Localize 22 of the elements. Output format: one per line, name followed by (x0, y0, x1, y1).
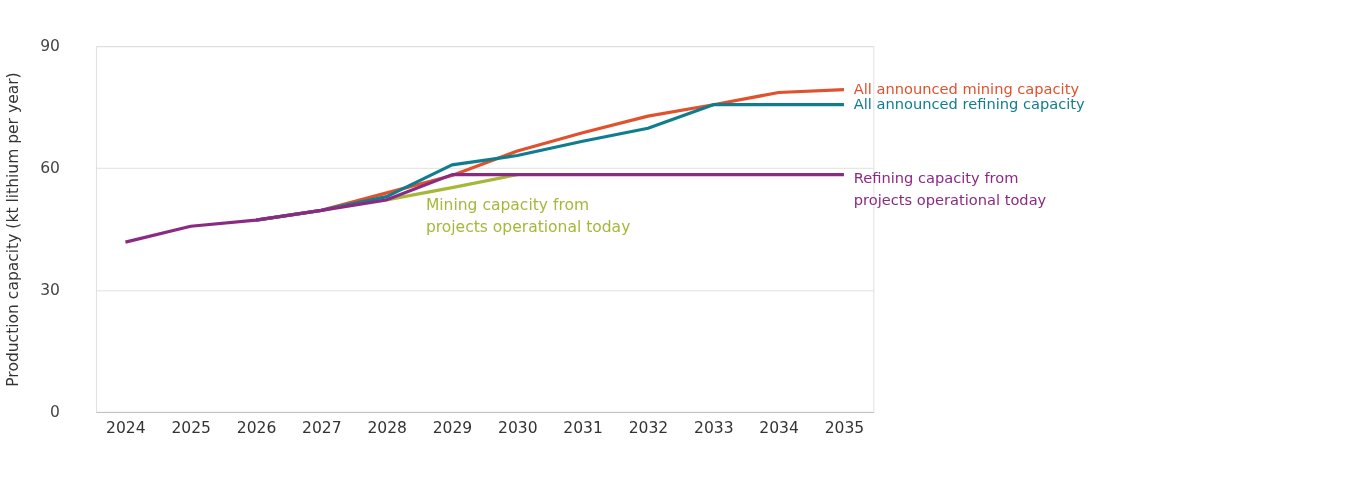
x-tick-label: 2027 (302, 419, 342, 438)
series-label: Refining capacity from projects operational today (853, 168, 1047, 208)
x-tick-label: 2025 (171, 419, 211, 438)
x-tick-label: 2033 (694, 419, 734, 438)
x-tick-label: 2034 (759, 419, 799, 438)
y-tick-label: 30 (40, 281, 60, 300)
x-tick-label: 2032 (628, 419, 669, 438)
series-label: Mining capacity from projects operational today (425, 195, 631, 236)
x-tick-label: 2026 (236, 419, 277, 438)
x-tick-label: 2029 (432, 419, 473, 438)
x-tick-label: 2028 (367, 419, 407, 438)
x-tick-label: 2030 (498, 419, 538, 438)
x-tick-label: 2035 (824, 419, 865, 438)
series-label: All announced mining capacity (853, 80, 1080, 98)
x-tick-label: 2024 (106, 419, 146, 438)
y-axis-title: Production capacity (kt lithium per year) (4, 72, 23, 387)
y-tick-label: 60 (40, 159, 60, 178)
x-tick-label: 2031 (563, 419, 603, 438)
y-tick-label: 90 (40, 37, 60, 56)
series-label: All announced refining capacity (853, 95, 1086, 113)
line-series (123, 173, 846, 244)
y-tick-label: 0 (50, 403, 60, 422)
